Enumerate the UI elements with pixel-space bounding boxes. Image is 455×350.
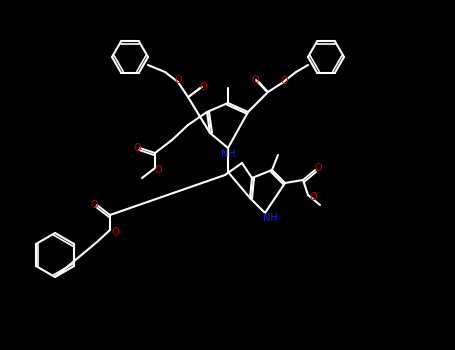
Text: O: O	[90, 200, 98, 210]
Text: O: O	[111, 227, 119, 237]
Text: O: O	[199, 82, 207, 92]
Text: O: O	[174, 75, 182, 85]
Text: NH: NH	[221, 149, 235, 159]
Text: O: O	[314, 163, 322, 173]
Text: O: O	[280, 76, 288, 86]
Text: O: O	[154, 165, 162, 175]
Text: O: O	[251, 75, 259, 85]
Text: O: O	[133, 143, 141, 153]
Text: O: O	[309, 192, 317, 202]
Text: NH: NH	[263, 213, 278, 223]
